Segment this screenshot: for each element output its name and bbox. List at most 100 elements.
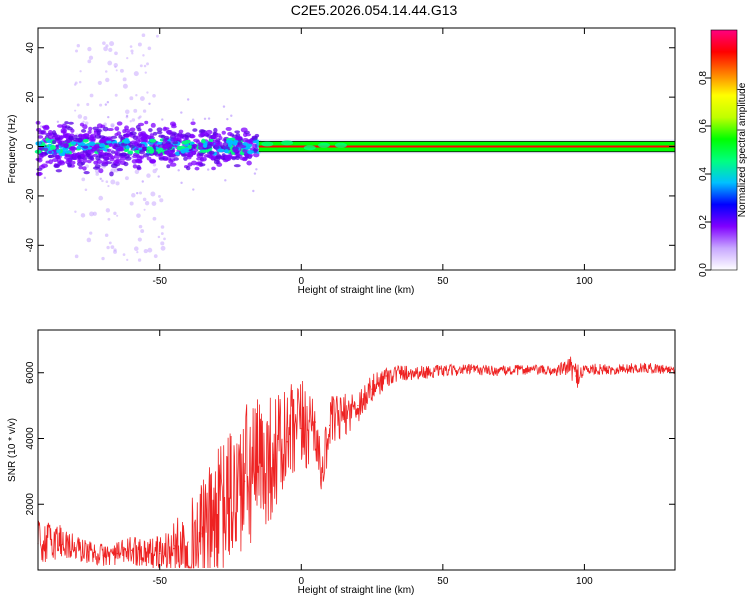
spectrogram-outlier-point (143, 64, 147, 68)
spectrogram-cell (124, 134, 130, 138)
spectrogram-outlier-point (114, 51, 118, 56)
snr-point (555, 370, 557, 372)
spectrogram-cell (144, 120, 149, 125)
spectrogram-cell (113, 154, 121, 159)
spectrogram-outlier-point (80, 213, 86, 218)
spectrogram-cell (150, 122, 156, 128)
snr-point (300, 428, 302, 430)
spectrogram-outlier-point (138, 224, 143, 229)
snr-point (470, 368, 472, 371)
spectrogram-cell (118, 153, 124, 157)
spectrogram-cell (176, 134, 184, 138)
spectrogram-cell (82, 145, 89, 149)
spectrogram-cell (156, 130, 163, 135)
spectrogram-cell (41, 125, 47, 129)
spectrogram-outlier-point (142, 197, 147, 202)
spectrogram-cell (65, 138, 70, 144)
spectrogram-cell (225, 126, 232, 131)
spectrogram-outlier-point (122, 83, 128, 89)
spectrogram-outlier-point (139, 96, 145, 101)
snr-panel: -50 0 50 100 2000 4000 6000 Height of straigh… (7, 329, 676, 596)
spectrogram-cell (87, 130, 92, 134)
spectrogram-cell (226, 139, 233, 144)
snr-x-tick-label: 0 (299, 576, 305, 587)
spectrogram-cell (98, 135, 106, 139)
spectrogram-cell (146, 156, 152, 161)
spectrogram-outlier-point (140, 229, 145, 234)
spectrogram-cell (106, 148, 112, 153)
spectrogram-outlier-point (126, 258, 129, 261)
spectrogram-cell (94, 143, 101, 149)
snr-point (329, 424, 331, 426)
spectrogram-outlier-point (107, 115, 110, 119)
spectrogram-cell (148, 128, 153, 133)
spectrogram-x-tick-label: -50 (153, 276, 168, 287)
spectrogram-cell (127, 150, 134, 155)
snr-point (357, 405, 359, 407)
spectrogram-cell (162, 126, 167, 132)
spectrogram-cell (60, 128, 68, 133)
spectrogram-cell (141, 135, 147, 140)
spectrogram-outlier-point (163, 237, 166, 241)
spectrogram-y-label: Frequency (Hz) (7, 115, 18, 184)
spectrogram-cell (54, 134, 61, 138)
spectrogram-cell (42, 130, 47, 135)
spectrogram-outlier-point (143, 208, 146, 211)
spectrogram-outlier-point (130, 49, 134, 53)
spectrogram-cell (152, 150, 158, 156)
spectrogram-outlier-point (87, 46, 92, 52)
spectrogram-outlier-point (114, 93, 118, 97)
spectrogram-outlier-point (122, 253, 126, 257)
spectrogram-cell (201, 138, 206, 144)
spectrogram-cell (165, 129, 173, 134)
colorbar-frame (710, 29, 738, 271)
spectrogram-outlier-point (107, 184, 110, 188)
spectrogram-cell (41, 163, 49, 168)
spectrogram-cell (208, 150, 215, 155)
spectrogram-outlier-point (84, 188, 88, 192)
spectrogram-outlier-point (99, 103, 103, 107)
spectrogram-cell (64, 150, 71, 154)
spectrogram-cell (223, 146, 230, 151)
snr-point (413, 372, 416, 374)
spectrogram-outlier-point (107, 217, 111, 221)
spectrogram-cell (88, 141, 96, 146)
spectrogram-cell (82, 166, 87, 171)
spectrogram-cell (232, 141, 238, 146)
spectrogram-x-label: Height of straight line (km) (298, 285, 415, 296)
spectrogram-outlier-point (253, 172, 257, 175)
spectrogram-cell (212, 131, 217, 136)
spectrogram-outlier-point (122, 77, 127, 82)
spectrogram-cell (170, 153, 176, 158)
spectrogram-outlier-point (106, 245, 110, 250)
snr-point (88, 551, 90, 553)
spectrogram-outlier-point (86, 237, 92, 243)
spectrogram-cell (47, 134, 54, 140)
spectrogram-outlier-point (104, 233, 109, 238)
spectrogram-outlier-point (146, 91, 149, 94)
spectrogram-cell (211, 134, 217, 140)
spectrogram-cell (139, 155, 145, 159)
snr-frame (37, 329, 676, 571)
spectrogram-cell (56, 140, 63, 144)
spectrogram-cell (162, 144, 170, 150)
spectrogram-cell (186, 152, 191, 157)
spectrogram-outlier-point (108, 241, 112, 245)
spectrogram-outlier-point (136, 213, 141, 218)
spectrogram-cell (156, 127, 163, 132)
spectrogram-cell (64, 121, 69, 125)
spectrogram-outlier-point (192, 188, 195, 191)
spectrogram-cell (67, 163, 72, 168)
spectrogram-cell (60, 143, 66, 148)
spectrogram-cell (59, 160, 65, 164)
colorbar-label: Normalized spectral amplitude (737, 82, 748, 217)
spectrogram-outlier-point (39, 125, 43, 128)
spectrogram-outlier-point (152, 163, 157, 167)
spectrogram-cell (168, 143, 174, 148)
spectrogram-cell (114, 133, 119, 137)
spectrogram-outlier-point (84, 121, 89, 126)
spectrogram-outlier-point (77, 114, 83, 119)
spectrogram-cell (124, 137, 130, 143)
spectrogram-cell (201, 131, 209, 137)
spectrogram-cell (227, 131, 233, 136)
